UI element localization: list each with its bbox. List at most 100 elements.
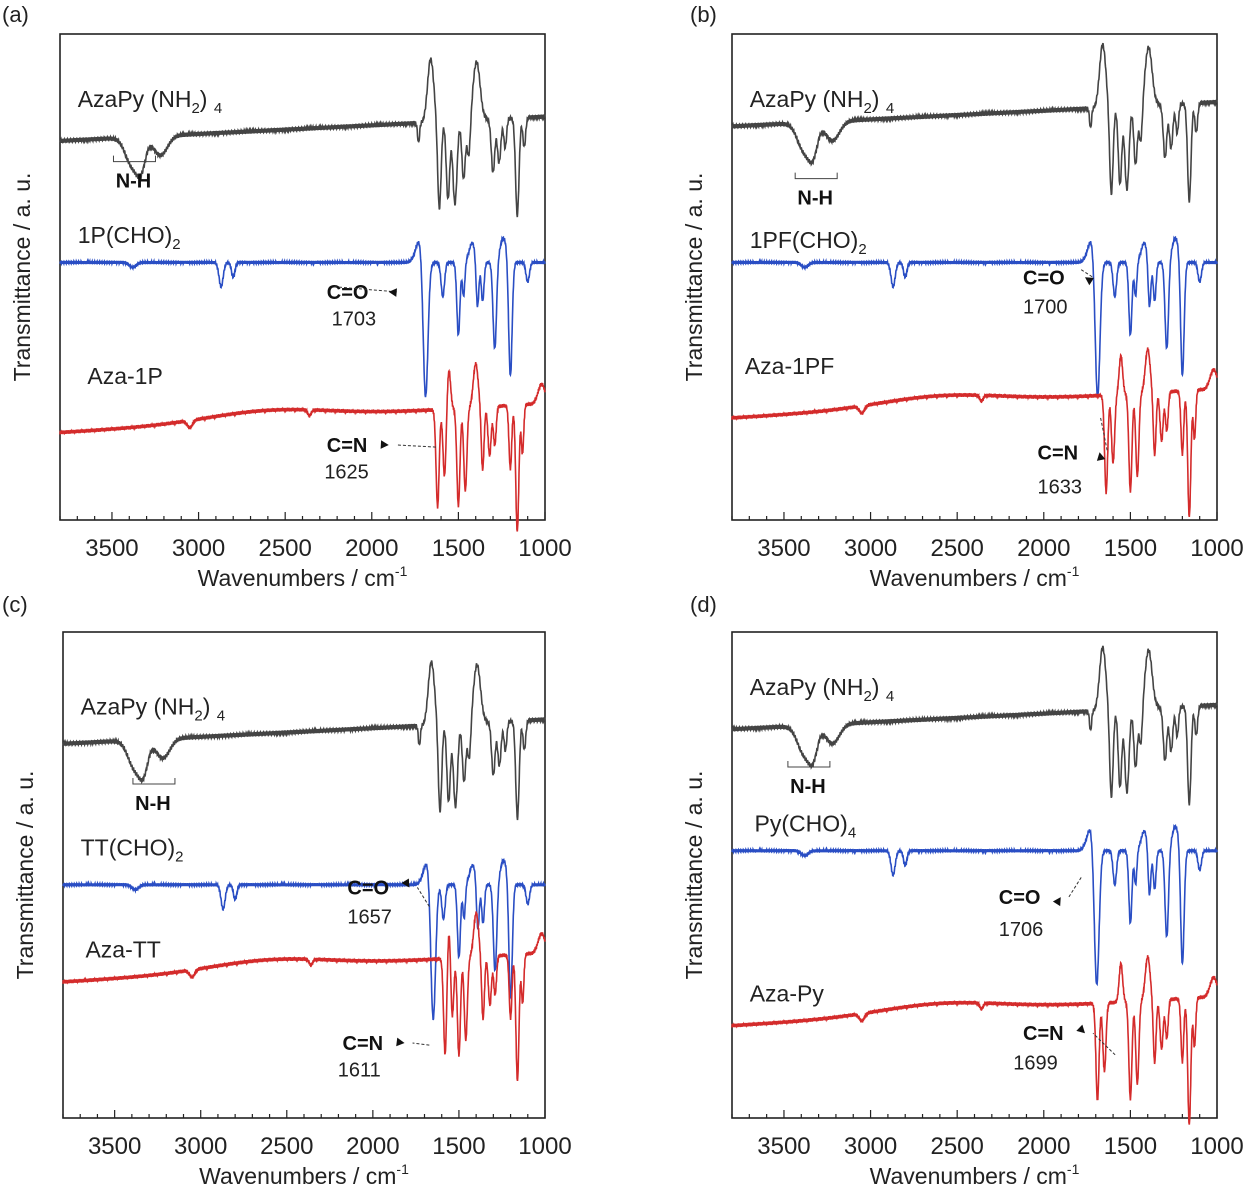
series-label-after: ) bbox=[200, 86, 214, 112]
annotation-leader bbox=[1080, 269, 1094, 278]
panel-d: (d) 3500 3000 2500 2000 1500 1000 Wavenumbers /… bbox=[681, 592, 1244, 1189]
x-tick-label: 1000 bbox=[518, 535, 571, 562]
series-label-sub: 2 bbox=[194, 708, 202, 725]
x-tick-label: 2000 bbox=[345, 535, 398, 562]
y-axis-label: Transmittance / a. u. bbox=[681, 771, 707, 980]
peak-value-annotation: 1699 bbox=[1013, 1052, 1058, 1074]
bond-annotation-C=N: C=N bbox=[327, 435, 368, 457]
x-axis-label: Wavenumbers / cm-1 bbox=[870, 563, 1080, 591]
annotation-arrowhead bbox=[401, 878, 410, 888]
y-axis-label: Transmittance / a. u. bbox=[12, 771, 38, 980]
series-line-2 bbox=[731, 347, 1218, 518]
bond-annotation-C=O: C=O bbox=[347, 877, 389, 899]
series-label-sub: 2 bbox=[863, 100, 871, 117]
series-line-0 bbox=[59, 57, 546, 218]
series-label-text: AzaPy (NH bbox=[750, 674, 864, 700]
x-axis-ticks: 3500 3000 2500 2000 1500 1000 bbox=[731, 1110, 1244, 1160]
panel-label: (a) bbox=[2, 2, 29, 27]
peak-value-annotation: 1706 bbox=[999, 919, 1044, 941]
annotation-leader bbox=[396, 444, 436, 448]
annotation-leader bbox=[1100, 417, 1109, 453]
series-label-1: 1PF(CHO)2 bbox=[750, 227, 867, 258]
series-line-2 bbox=[62, 911, 546, 1082]
nh-bracket bbox=[787, 760, 831, 768]
series-label-1: Py(CHO)4 bbox=[755, 810, 857, 841]
series-label-sub: 2 bbox=[863, 688, 871, 705]
peak-value-annotation: 1703 bbox=[332, 309, 377, 331]
series-label-text: TT(CHO) bbox=[81, 835, 176, 861]
nh-annotation: N-H bbox=[790, 776, 826, 798]
nh-annotation: N-H bbox=[135, 793, 171, 815]
annotation-arrowhead bbox=[1085, 277, 1094, 286]
series-line-0 bbox=[731, 645, 1218, 806]
series-label-text: Aza-Py bbox=[750, 980, 825, 1006]
panel-label: (c) bbox=[2, 592, 28, 617]
x-tick-label: 3000 bbox=[844, 1133, 897, 1160]
bond-annotation-C=N: C=N bbox=[1023, 1023, 1064, 1045]
x-tick-label: 1500 bbox=[1104, 535, 1157, 562]
annotation-arrowhead bbox=[388, 288, 397, 297]
series-line-1 bbox=[62, 857, 546, 1021]
nh-annotation: N-H bbox=[116, 171, 152, 193]
series-line-1 bbox=[59, 235, 546, 398]
x-tick-label: 2500 bbox=[930, 1133, 983, 1160]
panel-label: (b) bbox=[690, 2, 717, 27]
series-label-0: AzaPy (NH2) 4 bbox=[78, 86, 223, 117]
annotation-leader bbox=[333, 286, 397, 293]
series-label-after: ) bbox=[203, 694, 217, 720]
x-tick-label: 3000 bbox=[172, 535, 225, 562]
series-line-1 bbox=[731, 235, 1218, 398]
series-label-1: 1P(CHO)2 bbox=[78, 222, 181, 253]
nh-bracket bbox=[794, 172, 838, 180]
x-tick-label: 2500 bbox=[258, 535, 311, 562]
series-label-text: 1PF(CHO) bbox=[750, 227, 859, 253]
series-label-2: Aza-1P bbox=[87, 363, 162, 389]
series-label-2: Aza-Py bbox=[750, 980, 825, 1006]
annotation-arrowhead bbox=[396, 1037, 405, 1047]
series-label-after: ) bbox=[872, 86, 886, 112]
x-tick-label: 3500 bbox=[85, 535, 138, 562]
series-label-text: Aza-TT bbox=[85, 937, 160, 963]
bond-annotation-C=N: C=N bbox=[1038, 442, 1079, 464]
series-label-2: Aza-TT bbox=[85, 937, 160, 963]
series-line-1 bbox=[731, 823, 1218, 987]
bond-annotation-C=N: C=N bbox=[343, 1033, 384, 1055]
nh-bracket bbox=[132, 777, 176, 785]
x-tick-label: 3500 bbox=[757, 1133, 810, 1160]
x-axis-label-sup: -1 bbox=[396, 1161, 409, 1177]
annotation-arrowhead bbox=[1052, 897, 1061, 907]
panel-a: (a) 3500 3000 2500 2000 1500 1000 Wavenumbers /… bbox=[2, 2, 572, 591]
series-label-text: AzaPy (NH bbox=[750, 86, 864, 112]
series-label-sub: 2 bbox=[172, 236, 180, 253]
panel-b: (b) 3500 3000 2500 2000 1500 1000 Wavenumbers /… bbox=[681, 2, 1244, 591]
annotation-arrowhead bbox=[380, 440, 389, 449]
x-tick-label: 3500 bbox=[757, 535, 810, 562]
y-axis-label: Transmittance / a. u. bbox=[9, 173, 35, 382]
x-tick-label: 1000 bbox=[1190, 535, 1243, 562]
x-tick-label: 1000 bbox=[518, 1133, 571, 1160]
series-label-text: Py(CHO) bbox=[755, 810, 848, 836]
annotation-arrowhead bbox=[1096, 452, 1106, 461]
series-line-0 bbox=[731, 42, 1218, 203]
annotation-leader bbox=[1092, 1032, 1116, 1056]
series-label-text: AzaPy (NH bbox=[78, 86, 192, 112]
x-tick-label: 3000 bbox=[174, 1133, 227, 1160]
series-label-text: Aza-1PF bbox=[745, 353, 834, 379]
x-tick-label: 2500 bbox=[260, 1133, 313, 1160]
annotation-leader bbox=[412, 1042, 430, 1046]
series-label-text: AzaPy (NH bbox=[81, 694, 195, 720]
series-label-sub2: 4 bbox=[214, 100, 222, 117]
x-tick-label: 2500 bbox=[930, 535, 983, 562]
annotation-leader bbox=[416, 887, 430, 907]
series-label-sub: 2 bbox=[191, 100, 199, 117]
bond-annotation-C=O: C=O bbox=[327, 282, 369, 304]
x-tick-label: 1000 bbox=[1190, 1133, 1243, 1160]
nh-bracket bbox=[112, 155, 156, 163]
series-label-text: 1P(CHO) bbox=[78, 222, 173, 248]
series-label-sub2: 4 bbox=[886, 688, 894, 705]
bond-annotation-C=O: C=O bbox=[1023, 267, 1065, 289]
annotation-arrowhead bbox=[1076, 1024, 1085, 1034]
bond-annotation-C=O: C=O bbox=[999, 887, 1041, 909]
peak-value-annotation: 1625 bbox=[324, 462, 369, 484]
panel-c: (c) 3500 3000 2500 2000 1500 1000 Wavenumbers /… bbox=[2, 592, 572, 1189]
